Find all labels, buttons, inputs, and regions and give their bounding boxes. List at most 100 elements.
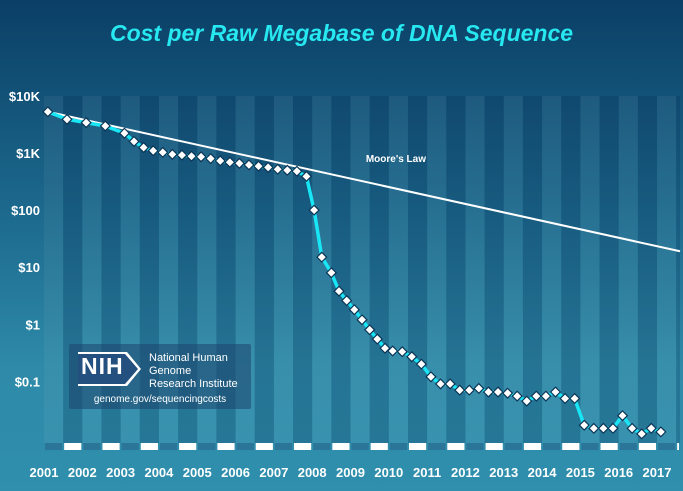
data-point: [501, 387, 514, 399]
x-tick-label: 2009: [336, 465, 365, 480]
data-point: [396, 346, 408, 358]
tick-strip-segment: [198, 443, 216, 450]
x-tick-label: 2012: [451, 465, 480, 480]
data-point: [425, 371, 437, 383]
background-band: [407, 96, 428, 443]
data-point: [128, 135, 140, 148]
data-point: [291, 165, 303, 177]
data-point: [333, 285, 345, 297]
data-point: [521, 395, 533, 407]
data-point: [626, 422, 638, 434]
background-band: [427, 96, 447, 443]
x-tick-label: 2007: [259, 465, 288, 480]
data-point: [588, 422, 600, 434]
data-point: [364, 324, 376, 336]
data-point: [655, 426, 667, 438]
y-tick-label: $10: [18, 260, 40, 275]
background-band: [446, 96, 466, 443]
data-point: [559, 392, 571, 405]
data-point: [482, 386, 495, 398]
background-band: [484, 96, 504, 443]
data-point: [262, 161, 274, 174]
background-band: [637, 96, 658, 443]
data-point: [118, 127, 131, 139]
data-point: [341, 294, 353, 307]
data-point: [578, 419, 590, 431]
data-point: [147, 145, 159, 157]
x-tick-label: 2001: [30, 465, 59, 480]
tick-strip-segment: [179, 443, 197, 450]
data-point: [42, 106, 54, 118]
tick-strip-segment: [658, 443, 676, 450]
data-point: [176, 149, 188, 161]
tick-strip-segment: [121, 443, 139, 450]
data-point: [348, 304, 360, 316]
background-band: [522, 96, 543, 443]
data-point: [454, 384, 466, 396]
data-point: [272, 163, 284, 175]
x-axis: 2001 2002 2003 2004 2005 2006 2007 2008 2009 2010…: [30, 465, 672, 480]
background-band: [561, 96, 581, 443]
tick-strip-segment: [236, 443, 254, 450]
tick-strip-segment: [466, 443, 484, 450]
data-point: [379, 342, 391, 354]
chart-title: Cost per Raw Megabase of DNA Sequence: [109, 20, 574, 46]
y-tick-label: $1: [26, 317, 40, 332]
background-band: [599, 96, 619, 443]
data-point: [185, 150, 198, 162]
x-tick-label: 2016: [604, 465, 633, 480]
nih-logo-mark: NIH: [81, 353, 124, 379]
series-markers: [42, 106, 667, 440]
nih-institute-name: National Human Genome Research Institute: [149, 352, 249, 391]
tick-strip-segment: [255, 443, 273, 450]
data-point: [137, 141, 150, 154]
data-point: [325, 267, 337, 279]
tick-strip-segment: [332, 443, 350, 450]
data-point: [406, 351, 418, 363]
tick-strip-segment: [389, 443, 407, 450]
background-band: [273, 96, 294, 443]
data-point: [511, 390, 523, 402]
y-axis: $10K $1K $100 $10 $1 $0.1: [9, 89, 41, 389]
tick-strip-segment: [408, 443, 427, 450]
data-point: [371, 333, 383, 345]
x-tick-label: 2006: [221, 465, 250, 480]
data-point: [166, 148, 178, 160]
data-point: [568, 392, 581, 405]
background-band: [676, 96, 680, 443]
data-point: [99, 120, 111, 132]
data-point: [214, 155, 226, 167]
tick-strip-segment: [619, 443, 637, 450]
data-point: [607, 422, 619, 434]
tick-strip-segment: [45, 443, 63, 450]
tick-strip-segment: [523, 443, 542, 450]
data-point: [492, 386, 504, 398]
background-band: [580, 96, 600, 443]
background-band: [350, 96, 370, 443]
moores-law-label: Moore's Law: [366, 154, 426, 165]
data-point: [195, 151, 207, 163]
tick-strip-segment: [485, 443, 503, 450]
x-tick-label: 2011: [413, 465, 441, 480]
x-tick-label: 2008: [298, 465, 327, 480]
tick-strip-segment: [447, 443, 465, 450]
background-band: [465, 96, 485, 443]
data-point: [157, 146, 169, 159]
nih-logo-box: NIH National Human Genome Research Insti…: [69, 344, 251, 409]
data-point: [636, 428, 648, 440]
tick-strip-segment: [313, 443, 331, 450]
data-point: [434, 378, 447, 390]
data-point: [205, 152, 217, 165]
background-band: [254, 96, 274, 443]
tick-strip-segment: [102, 443, 120, 450]
data-point: [243, 159, 255, 171]
tick-strip-segment: [294, 443, 312, 450]
tick-strip-segment: [217, 443, 235, 450]
tick-strip-segment: [638, 443, 657, 450]
y-tick-label: $0.1: [15, 374, 40, 389]
background-band: [293, 96, 313, 443]
tick-strip-segment: [159, 443, 178, 450]
x-tick-label: 2005: [183, 465, 212, 480]
data-point: [224, 156, 236, 168]
tick-strip-segment: [581, 443, 599, 450]
